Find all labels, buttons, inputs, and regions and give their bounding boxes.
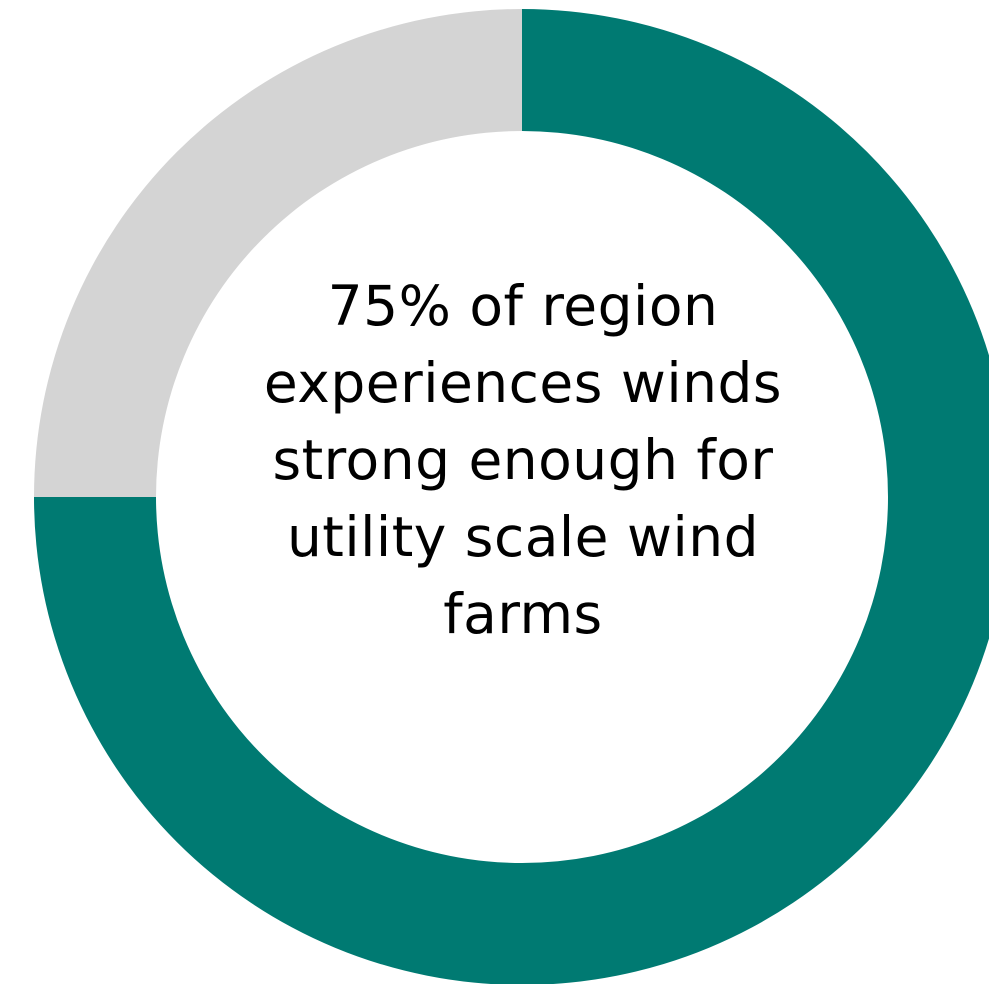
- center-label-line: 75% of region: [327, 274, 719, 338]
- center-label-line: strong enough for: [272, 428, 774, 492]
- center-label-line: utility scale wind: [286, 505, 760, 569]
- donut-slice-2: [34, 9, 522, 497]
- center-label-line: farms: [443, 582, 603, 646]
- center-label-line: experiences winds: [263, 351, 783, 415]
- center-label: 75% of region experiences winds strong e…: [200, 268, 846, 653]
